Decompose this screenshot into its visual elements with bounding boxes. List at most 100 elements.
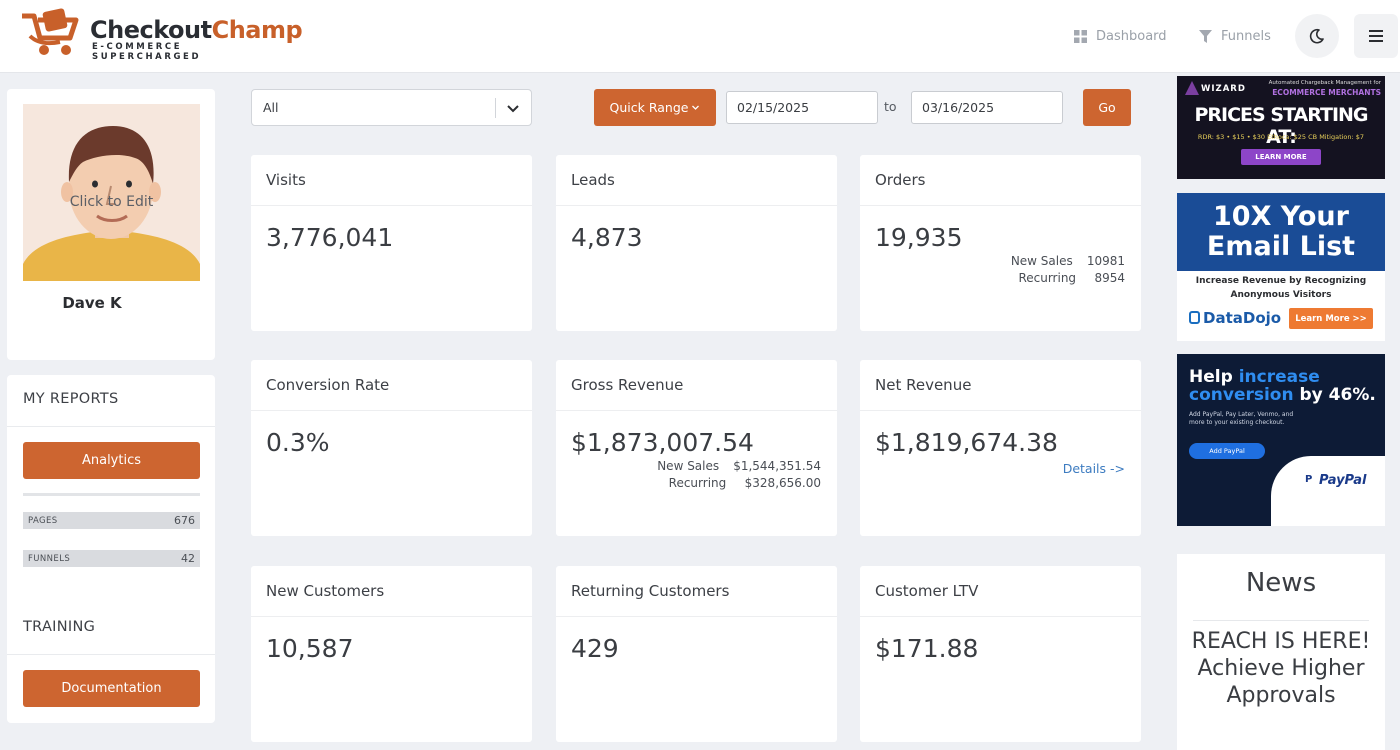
divider bbox=[556, 410, 837, 411]
ad-hero: 10X Your Email List bbox=[1177, 193, 1385, 271]
nav-dashboard[interactable]: Dashboard bbox=[1074, 0, 1167, 73]
stat-row-pages[interactable]: PAGES 676 bbox=[23, 512, 200, 529]
ad-headline-part: by 46%. bbox=[1299, 385, 1376, 405]
ad-chargeback-wizard[interactable]: WIZARD Automated Chargeback Management f… bbox=[1177, 76, 1385, 179]
stat-value: 676 bbox=[174, 514, 195, 527]
avatar-edit-label[interactable]: Click to Edit bbox=[69, 194, 154, 210]
ad-cta-button[interactable]: Add PayPal bbox=[1189, 443, 1265, 459]
ad-headline: Help increase conversion by 46%. bbox=[1189, 368, 1379, 404]
menu-button[interactable] bbox=[1354, 14, 1398, 58]
card-orders: Orders 19,935 New Sales 10981 Recurring … bbox=[860, 155, 1141, 331]
stat-label: PAGES bbox=[28, 515, 58, 526]
card-value: $171.88 bbox=[875, 634, 979, 663]
funnel-filter-select[interactable]: All bbox=[251, 89, 532, 126]
brand-logo[interactable]: CheckoutChamp E-COMMERCE SUPERCHARGED bbox=[20, 8, 303, 64]
datadojo-logo-icon bbox=[1189, 311, 1200, 324]
net-revenue-details-link[interactable]: Details -> bbox=[1062, 461, 1125, 476]
divider bbox=[251, 410, 532, 411]
analytics-button[interactable]: Analytics bbox=[23, 442, 200, 479]
divider bbox=[7, 426, 215, 427]
card-title: Customer LTV bbox=[875, 582, 979, 600]
divider bbox=[7, 654, 215, 655]
sub-value: $328,656.00 bbox=[744, 476, 821, 490]
ad-headline-1: 10X Your bbox=[1213, 201, 1349, 232]
divider bbox=[1193, 620, 1369, 621]
documentation-button[interactable]: Documentation bbox=[23, 670, 200, 707]
card-visits: Visits 3,776,041 bbox=[251, 155, 532, 331]
divider bbox=[23, 493, 200, 496]
sub-value: 10981 bbox=[1086, 254, 1125, 268]
user-name: Dave K bbox=[62, 294, 122, 312]
paypal-logo-icon: P bbox=[1305, 474, 1313, 485]
go-button[interactable]: Go bbox=[1083, 89, 1131, 126]
card-value: $1,819,674.38 bbox=[875, 428, 1058, 457]
theme-toggle-button[interactable] bbox=[1295, 14, 1339, 58]
card-customer-ltv: Customer LTV $171.88 bbox=[860, 566, 1141, 742]
brand-tagline: E-COMMERCE SUPERCHARGED bbox=[92, 42, 202, 62]
card-value: 429 bbox=[571, 634, 619, 663]
reports-panel bbox=[7, 375, 215, 723]
ad-datadojo[interactable]: 10X Your Email List Increase Revenue by … bbox=[1177, 193, 1385, 341]
sub-label: New Sales bbox=[657, 459, 720, 473]
card-title: Visits bbox=[266, 171, 306, 189]
my-reports-title: MY REPORTS bbox=[23, 391, 119, 407]
card-conversion-rate: Conversion Rate 0.3% bbox=[251, 360, 532, 536]
dashboard-grid-icon bbox=[1074, 30, 1087, 43]
sub-label: New Sales bbox=[1010, 254, 1073, 268]
news-headline[interactable]: REACH IS HERE! Achieve Higher Approvals bbox=[1191, 629, 1371, 708]
ad-headline-2: Email List bbox=[1206, 231, 1356, 262]
stat-value: 42 bbox=[181, 552, 195, 565]
news-title: News bbox=[1245, 568, 1317, 598]
divider bbox=[556, 616, 837, 617]
divider bbox=[556, 205, 837, 206]
ad-prices: RDR: $3 • $15 • $30 Ethoca: $25 CB Mitig… bbox=[1197, 133, 1365, 141]
ad-line1: Automated Chargeback Management for bbox=[1268, 80, 1381, 86]
card-title: Conversion Rate bbox=[266, 376, 390, 394]
card-value: 4,873 bbox=[571, 223, 643, 252]
card-value: $1,873,007.54 bbox=[571, 428, 754, 457]
ad-cta-label: Add PayPal bbox=[1209, 447, 1245, 455]
orders-recurring: Recurring 8954 bbox=[1018, 271, 1125, 285]
start-date-input[interactable] bbox=[726, 91, 878, 124]
divider bbox=[251, 616, 532, 617]
nav-funnels-label: Funnels bbox=[1221, 29, 1271, 44]
divider bbox=[251, 205, 532, 206]
ad-headline-accent: conversion bbox=[1189, 385, 1294, 405]
nav-funnels[interactable]: Funnels bbox=[1199, 0, 1271, 73]
ad-cta-label: Learn More >> bbox=[1295, 313, 1367, 324]
gross-recurring: Recurring $328,656.00 bbox=[669, 476, 821, 490]
ad-headline-part: Help bbox=[1189, 367, 1233, 387]
ad-headline: PRICES STARTING AT: bbox=[1194, 104, 1368, 148]
card-returning-customers: Returning Customers 429 bbox=[556, 566, 837, 742]
ad-line2: ECOMMERCE MERCHANTS bbox=[1272, 88, 1381, 97]
cart-logo-icon bbox=[22, 8, 79, 55]
card-net-revenue: Net Revenue $1,819,674.38 Details -> bbox=[860, 360, 1141, 536]
top-header: CheckoutChamp E-COMMERCE SUPERCHARGED Da… bbox=[0, 0, 1400, 73]
wizard-hat-icon bbox=[1185, 81, 1199, 95]
card-value: 10,587 bbox=[266, 634, 354, 663]
date-range-to-label: to bbox=[884, 99, 897, 114]
card-leads: Leads 4,873 bbox=[556, 155, 837, 331]
divider bbox=[860, 616, 1141, 617]
select-separator bbox=[495, 98, 496, 118]
card-title: Orders bbox=[875, 171, 926, 189]
chevron-down-icon bbox=[507, 105, 519, 113]
nav-dashboard-label: Dashboard bbox=[1096, 29, 1167, 44]
stat-row-funnels[interactable]: FUNNELS 42 bbox=[23, 550, 200, 567]
card-title: New Customers bbox=[266, 582, 385, 600]
end-date-input[interactable] bbox=[911, 91, 1063, 124]
training-title: TRAINING bbox=[23, 619, 96, 635]
quick-range-button[interactable]: Quick Range bbox=[594, 89, 716, 126]
ad-cta-button[interactable]: Learn More >> bbox=[1289, 308, 1373, 329]
card-title: Returning Customers bbox=[571, 582, 730, 600]
ad-paypal[interactable]: Help increase conversion by 46%. Add Pay… bbox=[1177, 354, 1385, 526]
ad-cta-button[interactable]: LEARN MORE bbox=[1241, 149, 1321, 165]
ad-brand: DataDojo bbox=[1203, 309, 1282, 327]
quick-range-label: Quick Range bbox=[609, 100, 689, 115]
avatar[interactable]: Click to Edit bbox=[23, 104, 200, 281]
ad-brand-panel bbox=[1271, 456, 1385, 526]
ad-headline-accent: increase bbox=[1238, 367, 1320, 387]
orders-new-sales: New Sales 10981 bbox=[1011, 254, 1125, 268]
chevron-down-icon bbox=[692, 105, 700, 110]
ad-body: Increase Revenue by Recognizing Anonymou… bbox=[1195, 276, 1367, 300]
